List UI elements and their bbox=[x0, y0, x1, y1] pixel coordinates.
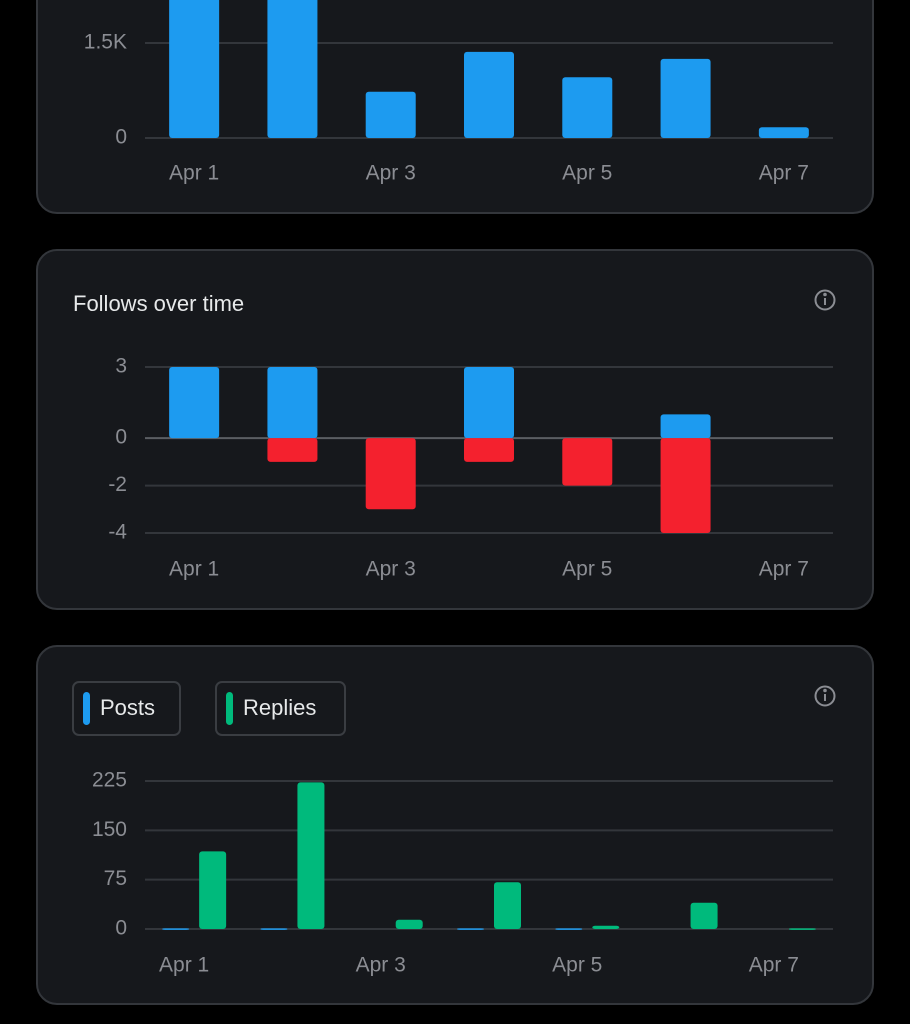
legend-swatch bbox=[226, 692, 233, 725]
x-tick-label: Apr 1 bbox=[159, 954, 209, 977]
bar bbox=[562, 438, 613, 486]
x-tick-label: Apr 7 bbox=[749, 954, 799, 977]
legend-swatch bbox=[83, 692, 90, 725]
bar bbox=[260, 928, 288, 930]
y-tick-label: -2 bbox=[108, 473, 127, 496]
x-tick-label: Apr 5 bbox=[552, 954, 602, 977]
y-tick-label: 0 bbox=[115, 917, 127, 940]
bar bbox=[169, 0, 220, 138]
x-tick-label: Apr 1 bbox=[169, 558, 219, 581]
bar bbox=[562, 77, 613, 138]
bar bbox=[365, 438, 416, 510]
y-tick-label: 75 bbox=[104, 867, 127, 890]
bar bbox=[758, 127, 809, 138]
bar bbox=[457, 928, 484, 930]
bar bbox=[297, 782, 325, 929]
bar bbox=[464, 51, 514, 138]
legend-item[interactable] bbox=[72, 681, 181, 736]
legend-label: Posts bbox=[100, 695, 155, 720]
bar bbox=[494, 882, 521, 929]
y-tick-label: 0 bbox=[115, 426, 127, 449]
y-tick-label: 1.5K bbox=[84, 31, 127, 54]
bar bbox=[464, 438, 514, 462]
y-tick-label: -4 bbox=[108, 521, 127, 544]
legend-label: Replies bbox=[243, 695, 316, 720]
x-tick-label: Apr 7 bbox=[759, 162, 809, 185]
bar bbox=[660, 414, 711, 439]
x-tick-label: Apr 5 bbox=[562, 558, 612, 581]
bar bbox=[162, 928, 190, 930]
legend-item[interactable] bbox=[215, 681, 346, 736]
y-tick-label: 3 bbox=[115, 355, 127, 378]
bar bbox=[199, 851, 227, 929]
x-tick-label: Apr 3 bbox=[356, 954, 406, 977]
x-tick-label: Apr 5 bbox=[562, 162, 612, 185]
bar bbox=[660, 438, 711, 533]
bar bbox=[395, 919, 423, 929]
bar bbox=[464, 367, 514, 439]
bar bbox=[267, 438, 318, 462]
info-icon[interactable] bbox=[814, 685, 836, 707]
x-tick-label: Apr 3 bbox=[366, 162, 416, 185]
y-tick-label: 0 bbox=[115, 126, 127, 149]
y-tick-label: 225 bbox=[92, 769, 127, 792]
bar bbox=[267, 367, 318, 439]
info-icon[interactable] bbox=[814, 289, 836, 311]
bar bbox=[690, 902, 718, 929]
x-tick-label: Apr 7 bbox=[759, 558, 809, 581]
bar bbox=[592, 925, 620, 929]
bar bbox=[555, 928, 583, 930]
bar bbox=[267, 0, 318, 138]
y-tick-label: 150 bbox=[92, 818, 127, 841]
bar bbox=[169, 367, 220, 439]
bar bbox=[365, 91, 416, 138]
x-tick-label: Apr 1 bbox=[169, 162, 219, 185]
card bbox=[36, 645, 874, 1005]
bar bbox=[660, 58, 711, 139]
card bbox=[36, 0, 874, 214]
bar bbox=[788, 928, 816, 930]
chart-title: Follows over time bbox=[73, 291, 244, 316]
x-tick-label: Apr 3 bbox=[366, 558, 416, 581]
